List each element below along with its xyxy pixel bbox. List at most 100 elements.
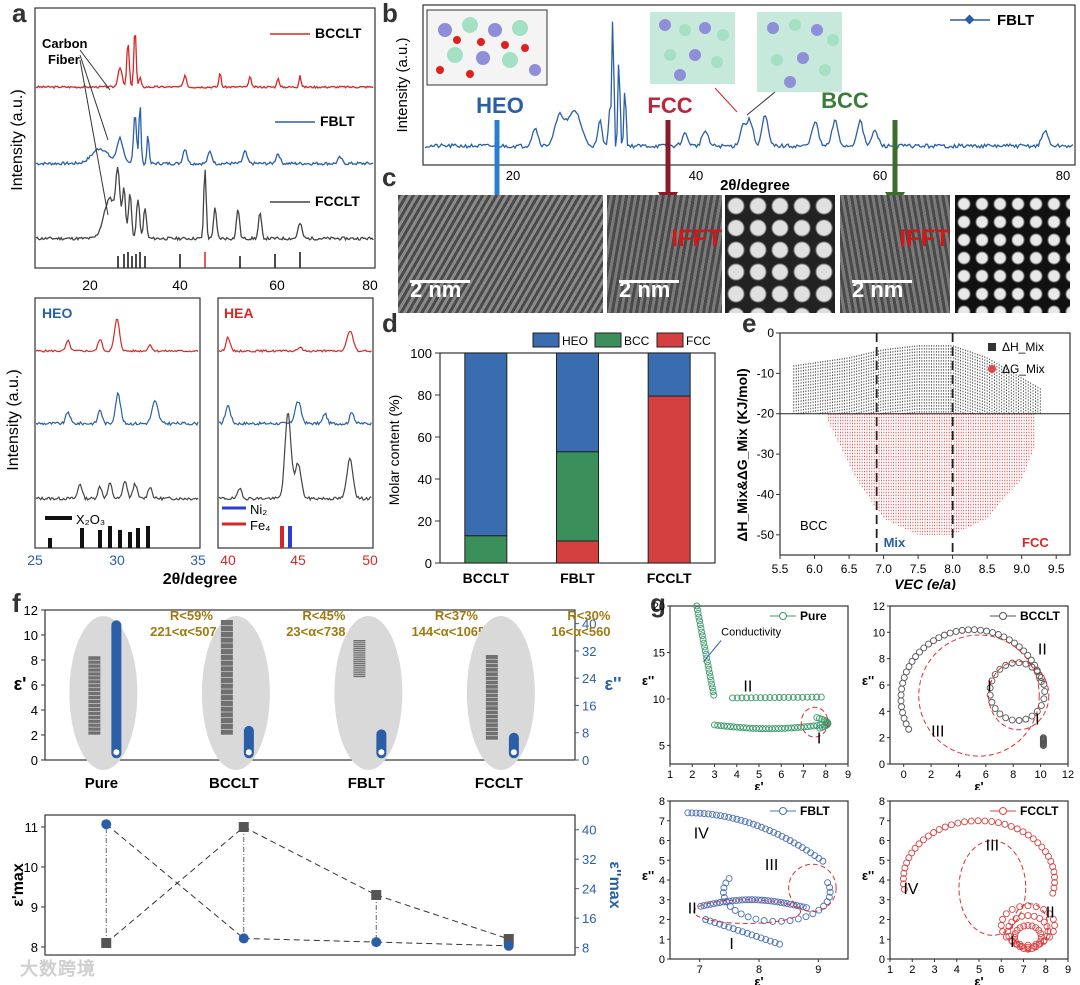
g2-body-ytick: 4: [879, 706, 885, 718]
g2-body-region-3: I: [1035, 712, 1039, 729]
panel-label-d: d: [382, 308, 398, 338]
g1-body-xtick: 9: [845, 769, 851, 781]
g1-body-xtick: 1: [667, 769, 673, 781]
f1-annotation-alpha-fblt: 144<α<1065: [411, 624, 485, 639]
tem-heo-image: 2 nm: [398, 195, 603, 313]
g1-body-xtick: 3: [711, 769, 717, 781]
g3-body-ytick: 7: [659, 816, 665, 828]
g2-body-xlabel: ε': [974, 779, 983, 790]
g2-body-xtick: 10: [1034, 769, 1046, 781]
panel-label-f: f: [12, 588, 21, 618]
a2-xtick-40: 40: [220, 552, 236, 568]
ifft-label-1: IFFT: [671, 225, 722, 252]
heo-title: HEO: [42, 305, 72, 321]
e-ytick: -20: [757, 407, 775, 421]
e-legend-g-marker: [988, 365, 996, 373]
g3-body-xtick: 8: [756, 964, 762, 976]
a2-ylabel: Intensity (a.u.): [5, 369, 22, 470]
e-xtick: 9.0: [1013, 562, 1030, 576]
g4-body-xtick: 9: [1065, 964, 1071, 976]
f1-ytick-right: 40: [582, 617, 596, 632]
d-ytick: 0: [425, 556, 432, 571]
g1-body-xtick: 7: [800, 769, 806, 781]
e-xtick: 5.5: [772, 562, 789, 576]
f1-ytick-right: 0: [582, 753, 589, 768]
f2-ytick-right: 40: [582, 823, 596, 838]
e-xtick: 6.0: [806, 562, 823, 576]
d-xtick: FCCLT: [647, 570, 692, 586]
f2-point-eps-real-pure: [101, 938, 112, 948]
f1-annotation-r-pure: R<59%: [170, 608, 213, 623]
g3-body-legend-marker: [779, 807, 787, 815]
panel-label-b: b: [382, 0, 398, 28]
g4-body-ytick: 1: [879, 934, 885, 946]
f1-shade-fblt: [334, 616, 403, 770]
f1-category-bcclt: BCCLT: [209, 775, 259, 792]
a-ylabel: Intensity (a.u.): [9, 89, 26, 190]
e-ytick: 0: [767, 326, 774, 340]
g3-body-ytick: 6: [659, 836, 665, 848]
f2-ytick-left: 8: [31, 940, 38, 955]
fe4-legend: Fe₄: [250, 518, 270, 533]
g3-body-ytick: 0: [659, 954, 665, 966]
g2-body-ytick: 0: [879, 759, 885, 771]
g4-body-ytick: 0: [879, 954, 885, 966]
e-region-bcc: BCC: [800, 518, 827, 533]
f1-shade-fcclt: [466, 616, 535, 770]
f1-ytick-left: 10: [24, 628, 38, 643]
g4-body-region-3: I: [1010, 934, 1014, 951]
scale-bar-label-1: 2 nm: [410, 277, 462, 302]
g4-body-frame: [889, 800, 1069, 960]
x2o3-legend: X₂O₃: [76, 512, 105, 527]
panel-f-max-permittivity-chart: 8 9 10 11 8 16 24 32 40 ε'max ε''max: [10, 814, 623, 956]
g4-body-legend: FCCLT: [1020, 804, 1059, 818]
e-ytick: -40: [757, 487, 775, 501]
d-ytick: 100: [410, 346, 432, 361]
panel-label-e: e: [742, 308, 757, 338]
tem-fcc-image: 2 nm IFFT: [607, 195, 722, 313]
legend-fblt: FBLT: [320, 113, 355, 129]
g3-body-ylabel: ε'': [642, 868, 654, 883]
f2-ytick-left: 10: [24, 860, 38, 875]
panel-e-scatter-chart: ΔH_Mix&ΔG_Mix (KJ/mol) -50 -40 -30 -20 -10 0 5…: [735, 326, 1071, 590]
e-xtick: 8.5: [979, 562, 996, 576]
heo-fcclt-curve: [35, 480, 199, 502]
g2-body-xtick: 4: [955, 769, 961, 781]
ifft-label-2: IFFT: [899, 225, 950, 252]
hea-bcclt-curve: [218, 330, 372, 354]
ifft-bcc-image: [955, 195, 1070, 313]
ifft-fcc-image: [725, 195, 835, 313]
g1-body-legend: Pure: [800, 609, 827, 623]
d-bar-bcc-bcclt: [464, 535, 508, 564]
a-xtick-60: 60: [269, 277, 285, 293]
g2-body-xtick: 12: [1062, 769, 1074, 781]
f2-point-eps-imag-pure: [101, 819, 112, 830]
watermark: 大数跨境: [20, 959, 96, 980]
f1-ylabel-left: ε': [14, 674, 27, 694]
e-legend-h-marker: [988, 343, 996, 351]
d-ytick: 20: [418, 514, 432, 529]
b-xtick-40: 40: [689, 168, 703, 183]
e-legend-g: ΔG_Mix: [1002, 362, 1045, 376]
f2-point-eps-imag-fblt: [371, 937, 382, 948]
g4-body-xtick: 6: [998, 964, 1004, 976]
scale-bar-label-3: 2 nm: [852, 277, 904, 302]
g3-body-xtick: 9: [815, 964, 821, 976]
a2-xtick-45: 45: [290, 552, 306, 568]
g3-body-ytick: 1: [659, 934, 665, 946]
d-xtick: BCCLT: [463, 570, 510, 586]
d-legend-swatch-heo: [532, 332, 560, 348]
heo-bcclt-curve: [35, 318, 199, 353]
g4-body-ytick: 3: [879, 895, 885, 907]
g4-body-ytick: 5: [879, 855, 885, 867]
f1-ytick-left: 12: [24, 603, 38, 618]
f1-ytick-left: 6: [31, 678, 38, 693]
g1-body-xtick: 4: [734, 769, 740, 781]
g3-body-region-3: I: [729, 936, 733, 953]
g1-body-ytick: 15: [653, 647, 665, 659]
g3-body-region-1: III: [765, 857, 778, 874]
e-ytick: -50: [757, 528, 775, 542]
